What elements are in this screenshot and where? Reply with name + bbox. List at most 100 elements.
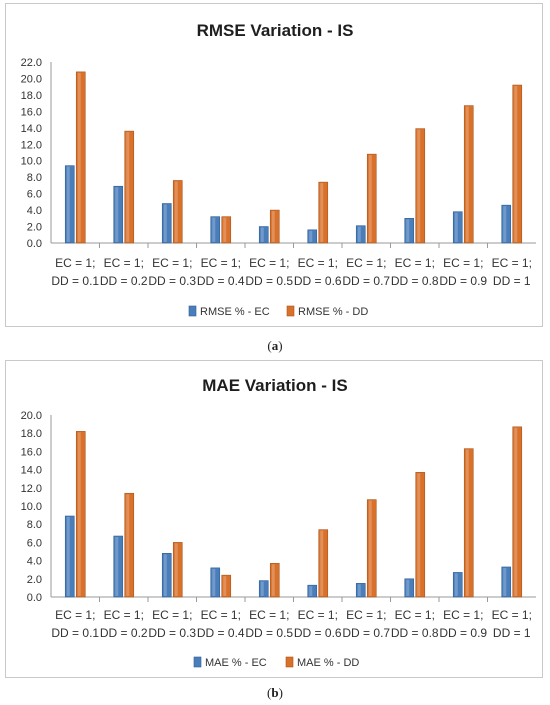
bar-highlight [309, 230, 313, 242]
dd-bar [124, 130, 135, 244]
ec-bar [355, 225, 366, 244]
bar-highlight [271, 564, 275, 596]
x-tick-label: EC = 1; [298, 608, 338, 622]
y-tick-label: 20.0 [21, 73, 42, 85]
bar-highlight [309, 586, 313, 596]
y-tick-label: 22.0 [21, 57, 42, 69]
x-tick-label: EC = 1; [201, 608, 241, 622]
x-tick-label: EC = 1; [395, 256, 435, 270]
ec-bar [210, 216, 221, 244]
dd-bar [318, 529, 329, 598]
legend-label: MAE % - DD [297, 657, 359, 669]
x-tick-label: DD = 0.3 [148, 626, 196, 640]
dd-bar [366, 153, 377, 244]
y-tick-label: 12.0 [21, 139, 42, 151]
rmse-chart: RMSE Variation - IS 0.0 2.0 4.0 6.0 8.0 10.0 12… [21, 21, 536, 318]
y-tick-label: 8.0 [27, 519, 42, 531]
ec-bar [64, 165, 75, 244]
y-tick-label: 4.0 [27, 205, 42, 217]
ec-bar [501, 566, 512, 598]
ec-bar [501, 204, 512, 244]
ec-bar [64, 515, 75, 598]
x-tick-label: DD = 0.4 [197, 274, 245, 288]
ec-bar [161, 203, 172, 244]
y-tick-label: 18.0 [21, 428, 42, 440]
ec-bar [113, 185, 124, 244]
x-tick-label: DD = 0.1 [51, 626, 99, 640]
y-tick-label: 16.0 [21, 446, 42, 458]
ec-bar [452, 211, 463, 244]
x-tick-label: EC = 1; [152, 256, 192, 270]
dd-bar [463, 448, 474, 598]
caption-a-letter: a [271, 338, 279, 353]
y-tick-label: 14.0 [21, 123, 42, 135]
x-tick-label: DD = 0.6 [294, 626, 342, 640]
y-tick-label: 10.0 [21, 501, 42, 513]
x-tick-label: DD = 0.8 [391, 274, 439, 288]
bar-highlight [503, 206, 507, 242]
x-tick-label: DD = 0.5 [245, 274, 293, 288]
x-tick-label: DD = 0.9 [439, 626, 487, 640]
y-tick-label: 6.0 [27, 537, 42, 549]
y-tick-label: 20.0 [21, 410, 42, 422]
y-tick-label: 6.0 [27, 189, 42, 201]
legend-label: RMSE % - EC [200, 306, 270, 318]
ec-bar [113, 535, 124, 598]
y-tick-label: 10.0 [21, 156, 42, 168]
y-tick-label: 2.0 [27, 574, 42, 586]
x-tick-label: DD = 0.8 [391, 626, 439, 640]
ec-bar [307, 584, 318, 598]
caption-b: (b) [267, 685, 283, 700]
x-tick-label: EC = 1; [104, 608, 144, 622]
x-tick-label: EC = 1; [346, 256, 386, 270]
dd-bar [415, 128, 426, 244]
y-tick-label: 16.0 [21, 106, 42, 118]
ec-bar [452, 572, 463, 598]
y-tick-label: 12.0 [21, 483, 42, 495]
x-tick-label: DD = 0.6 [294, 274, 342, 288]
legend-swatch [286, 305, 295, 317]
dd-bar [463, 105, 474, 244]
x-tick-label: EC = 1; [298, 256, 338, 270]
x-tick-label: DD = 0.3 [148, 274, 196, 288]
ec-bar [404, 218, 415, 244]
bar-highlight [406, 219, 410, 242]
bar-highlight [503, 567, 507, 596]
bar-highlight [223, 217, 227, 242]
legend-swatch [193, 656, 202, 668]
x-tick-label: DD = 0.7 [342, 626, 390, 640]
bar-highlight [223, 576, 227, 596]
bar-highlight [454, 212, 458, 242]
dd-bar [512, 84, 523, 244]
x-tick-label: EC = 1; [249, 608, 289, 622]
dd-bar [124, 492, 135, 598]
y-tick-label: 18.0 [21, 90, 42, 102]
bar-highlight [465, 106, 469, 242]
bar-highlight [271, 211, 275, 242]
bar-highlight [417, 473, 421, 596]
dd-bar [172, 542, 183, 598]
mae-chart: MAE Variation - IS 0.0 2.0 4.0 6.0 8.0 10.0 12.… [21, 376, 536, 669]
y-tick-label: 14.0 [21, 465, 42, 477]
y-tick-label: 4.0 [27, 556, 42, 568]
x-tick-label: DD = 0.9 [439, 274, 487, 288]
x-tick-label: EC = 1; [104, 256, 144, 270]
bar-highlight [163, 554, 167, 596]
legend-label: MAE % - EC [205, 657, 267, 669]
legend-swatch [285, 656, 294, 668]
x-tick-label: DD = 0.5 [245, 626, 293, 640]
bar-highlight [115, 537, 119, 596]
x-tick-label: DD = 0.2 [100, 274, 148, 288]
x-tick-label: EC = 1; [201, 256, 241, 270]
bar-highlight [320, 183, 324, 242]
x-tick-label: DD = 0.1 [51, 274, 99, 288]
bar-highlight [174, 543, 178, 596]
x-tick-label: EC = 1; [443, 608, 483, 622]
bar-highlight [514, 86, 518, 242]
y-tick-label: 2.0 [27, 222, 42, 234]
y-tick-label: 0.0 [27, 592, 42, 604]
dd-bar [221, 574, 232, 598]
x-tick-label: DD = 1 [493, 626, 531, 640]
dd-bar [221, 216, 232, 244]
ec-bar [258, 580, 269, 598]
